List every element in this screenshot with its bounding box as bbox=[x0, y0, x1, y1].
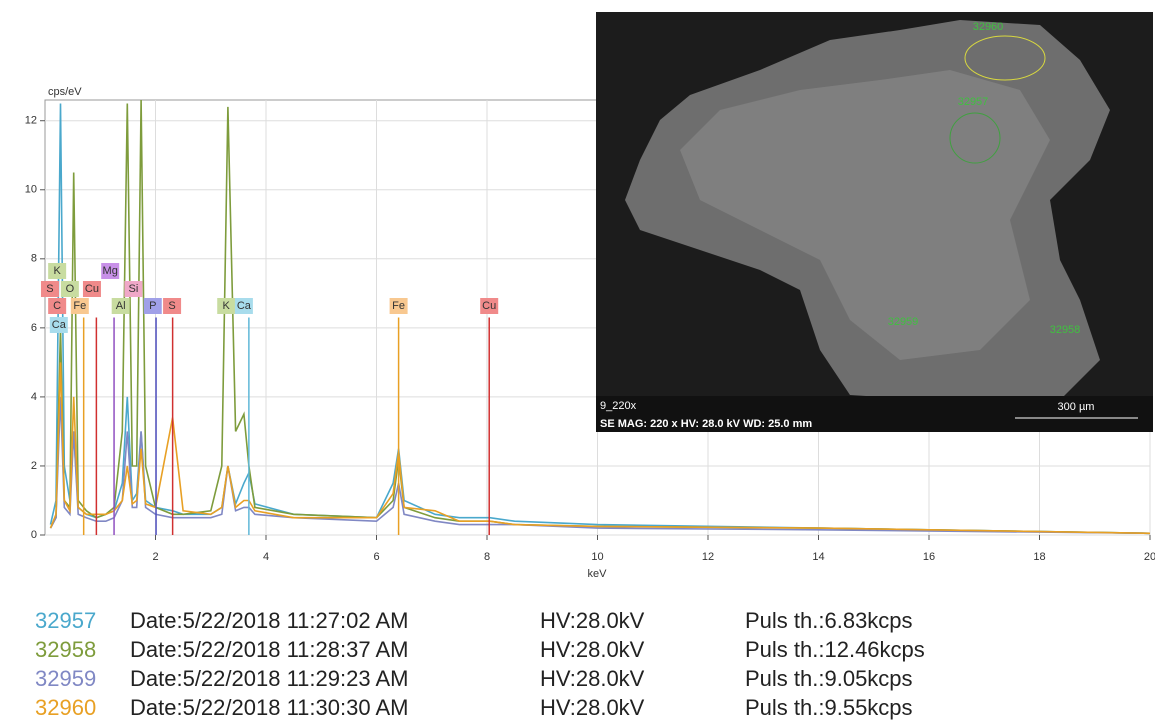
image-name: 9_220x bbox=[600, 400, 637, 412]
y-tick-label: 0 bbox=[31, 529, 37, 541]
hv: HV:28.0kV bbox=[540, 664, 644, 693]
date: Date:5/22/2018 11:29:23 AM bbox=[130, 664, 408, 693]
element-label: Cu bbox=[85, 283, 99, 295]
puls: Puls th.:12.46kcps bbox=[745, 635, 925, 664]
hv: HV:28.0kV bbox=[540, 635, 644, 664]
element-label: Fe bbox=[392, 300, 405, 312]
element-label: C bbox=[53, 300, 61, 312]
puls: Puls th.:9.05kcps bbox=[745, 664, 913, 693]
element-label: S bbox=[168, 300, 175, 312]
hv: HV:28.0kV bbox=[540, 693, 644, 722]
chart: cps/eV keV 0 2 4 6 8 10 12 2 4 6 8 10 12 14 16 18 20 K Mg S… bbox=[0, 0, 1155, 600]
element-label: Fe bbox=[73, 300, 86, 312]
hv: HV:28.0kV bbox=[540, 606, 644, 635]
series-id: 32958 bbox=[35, 635, 96, 664]
series-id: 32957 bbox=[35, 606, 96, 635]
legend-row: 32958 Date:5/22/2018 11:28:37 AM HV:28.0kV… bbox=[35, 635, 1135, 664]
element-label: S bbox=[46, 283, 53, 295]
element-label: P bbox=[149, 300, 156, 312]
y-tick-label: 8 bbox=[31, 253, 37, 265]
legend-row: 32957 Date:5/22/2018 11:27:02 AM HV:28.0kV… bbox=[35, 606, 1135, 635]
date: Date:5/22/2018 11:27:02 AM bbox=[130, 606, 408, 635]
legend-row: 32959 Date:5/22/2018 11:29:23 AM HV:28.0kV… bbox=[35, 664, 1135, 693]
y-tick-label: 12 bbox=[25, 115, 37, 127]
x-tick-label: 6 bbox=[373, 551, 379, 563]
element-label: K bbox=[53, 265, 61, 277]
region-label: 32960 bbox=[973, 21, 1004, 33]
scale-label: 300 µm bbox=[1058, 401, 1095, 413]
y-axis-label: cps/eV bbox=[48, 86, 82, 98]
x-tick-label: 2 bbox=[152, 551, 158, 563]
y-tick-label: 2 bbox=[31, 460, 37, 472]
series-id: 32959 bbox=[35, 664, 96, 693]
puls: Puls th.:9.55kcps bbox=[745, 693, 913, 722]
image-info: SE MAG: 220 x HV: 28.0 kV WD: 25.0 mm bbox=[600, 418, 812, 430]
x-tick-label: 18 bbox=[1033, 551, 1045, 563]
region-label: 32957 bbox=[958, 96, 989, 108]
y-tick-label: 6 bbox=[31, 322, 37, 334]
y-tick-label: 10 bbox=[25, 184, 37, 196]
element-label: Ca bbox=[52, 319, 67, 331]
x-tick-label: 4 bbox=[263, 551, 269, 563]
region-label: 32959 bbox=[888, 316, 919, 328]
date: Date:5/22/2018 11:30:30 AM bbox=[130, 693, 408, 722]
x-tick-label: 14 bbox=[812, 551, 824, 563]
element-label: O bbox=[66, 283, 75, 295]
x-tick-label: 12 bbox=[702, 551, 714, 563]
region-label: 32958 bbox=[1050, 324, 1081, 336]
date: Date:5/22/2018 11:28:37 AM bbox=[130, 635, 408, 664]
element-label: Al bbox=[116, 300, 126, 312]
x-tick-label: 20 bbox=[1144, 551, 1155, 563]
legend-row: 32960 Date:5/22/2018 11:30:30 AM HV:28.0kV… bbox=[35, 693, 1135, 722]
element-label: Cu bbox=[482, 300, 496, 312]
sem-image: 32960 32957 32959 32958 9_220x SE MAG: 220 x … bbox=[596, 12, 1153, 432]
element-label: Si bbox=[129, 283, 139, 295]
y-tick-label: 4 bbox=[31, 391, 37, 403]
series-id: 32960 bbox=[35, 693, 96, 722]
page: cps/eV keV 0 2 4 6 8 10 12 2 4 6 8 10 12 14 16 18 20 K Mg S… bbox=[0, 0, 1155, 722]
puls: Puls th.:6.83kcps bbox=[745, 606, 913, 635]
x-tick-label: 10 bbox=[591, 551, 603, 563]
x-tick-label: 8 bbox=[484, 551, 490, 563]
legend: 32957 Date:5/22/2018 11:27:02 AM HV:28.0kV… bbox=[35, 606, 1135, 722]
element-label: Ca bbox=[237, 300, 252, 312]
element-label: K bbox=[223, 300, 231, 312]
element-label: Mg bbox=[103, 265, 118, 277]
x-tick-label: 16 bbox=[923, 551, 935, 563]
x-axis-label: keV bbox=[588, 568, 608, 580]
